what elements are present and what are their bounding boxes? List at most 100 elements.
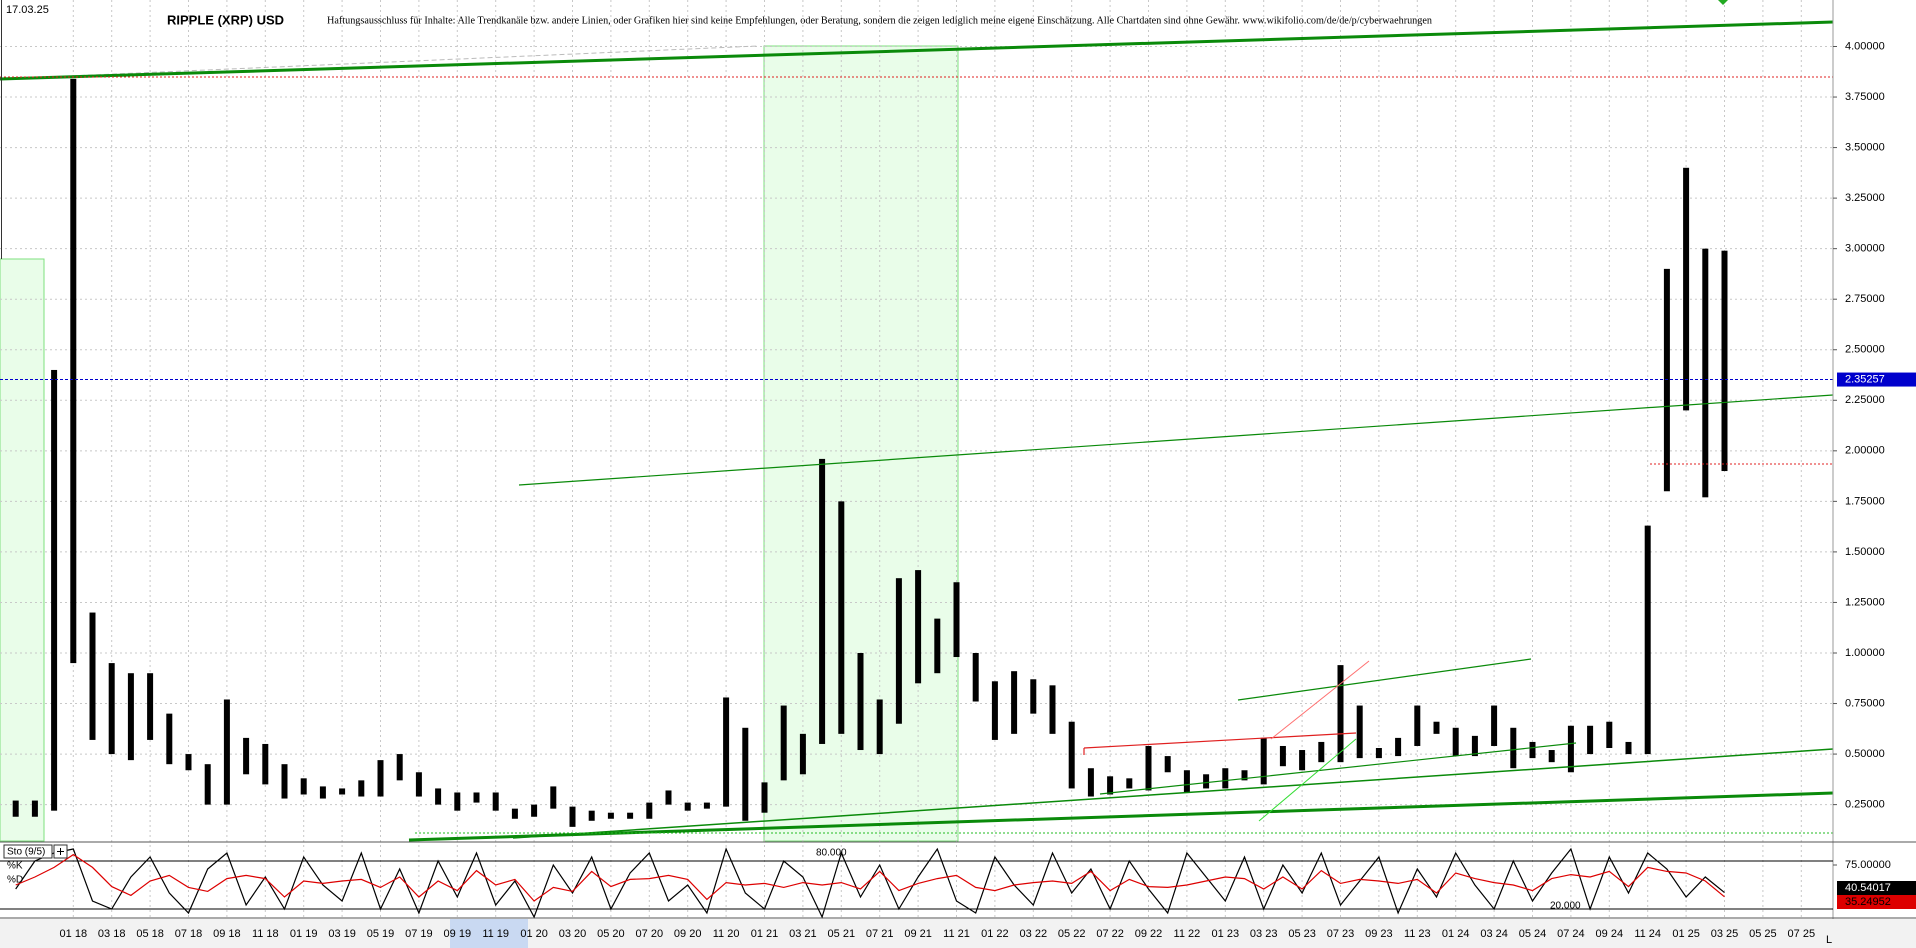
price-bar [838,501,845,734]
price-bar [89,612,96,740]
price-bar [1164,756,1171,773]
date-label: 17.03.25 [6,4,49,16]
x-tick-label: 09 22 [1135,928,1163,940]
price-bar [627,812,634,819]
y-tick-label: 0.75000 [1845,697,1885,709]
price-bar [262,743,269,785]
y-tick-label: 4.00000 [1845,40,1885,52]
x-tick-label: 03 24 [1480,928,1508,940]
x-tick-label: 03 18 [98,928,126,940]
price-bar [895,578,902,724]
x-tick-label: 11 21 [943,928,970,940]
price-bar [492,792,499,811]
price-bar [991,681,998,740]
price-bar [723,697,730,807]
price-bar [550,786,557,809]
price-bar [70,78,77,664]
price-marks [0,78,1833,827]
x-tick-label: 01 20 [520,928,548,940]
x-tick-label: 05 19 [367,928,395,940]
price-bar [1299,750,1306,771]
x-tick-label: 07 21 [866,928,894,940]
x-tick-label: 03 21 [789,928,817,940]
y-tick-label: 2.00000 [1845,445,1885,457]
x-tick-label: 07 24 [1557,928,1585,940]
price-bar [799,733,806,775]
price-bar [915,570,922,684]
time-axis-highlight [450,919,528,948]
oscillator-line [15,853,1725,902]
price-bar [1414,705,1421,746]
y-tick-label: 0.50000 [1845,748,1885,760]
price-bar [1068,721,1075,789]
legend-entry: %D [7,875,23,886]
y-tick-label: 1.75000 [1845,495,1885,507]
x-tick-label: 11 22 [1174,928,1201,940]
price-bar [435,788,442,805]
trend-line [1237,658,1532,701]
price-bar [1663,268,1670,492]
level-label: 20.000 [1550,901,1581,912]
price-bar [396,754,403,781]
price-bar [531,804,538,817]
trend-line [0,45,759,80]
price-bar [1433,721,1440,734]
price-bar [1087,768,1094,797]
price-bar [319,786,326,799]
x-tick-label: 01 22 [981,928,1009,940]
y-tick-label: 3.25000 [1845,192,1885,204]
price-bar [1491,705,1498,746]
price-bar [1337,665,1344,763]
x-tick-label: 01 23 [1212,928,1240,940]
price-bar [665,790,672,805]
x-tick-label: 05 20 [597,928,625,940]
last-value-label: 40.54017 [1845,882,1891,894]
price-bar [1587,725,1594,755]
indicator-box [3,844,53,859]
price-bar [223,699,230,805]
last-value-box [1837,895,1916,909]
price-bar [646,802,653,819]
price-bar [1625,741,1632,755]
price-bar [147,673,154,740]
trend-line [1270,660,1370,740]
price-bar [204,764,211,805]
last-value-box [1837,881,1916,895]
price-bar [1260,737,1267,785]
trend-line [518,394,1834,486]
trend-line [0,20,1834,81]
x-tick-label: 11 20 [713,928,740,940]
price-bar [1011,671,1018,734]
price-bar [473,792,480,803]
x-tick-label: 11 18 [252,928,279,940]
oscillator: 80.000 20.000 75.00000 [0,847,1891,919]
price-bar [857,652,864,751]
x-tick-label: 11 24 [1634,928,1661,940]
x-tick-label: 05 24 [1519,928,1547,940]
legend-entry: %K [7,861,23,872]
price-bar [1567,725,1574,773]
x-tick-label: 03 20 [559,928,587,940]
price-bar [1529,741,1536,759]
chart-title: RIPPLE (XRP) USD [167,12,284,27]
price-bar [1183,770,1190,793]
price-bar [281,764,288,799]
x-tick-label: 11 23 [1404,928,1431,940]
x-tick-label: 03 23 [1250,928,1278,940]
price-bar [1395,737,1402,757]
trend-line [1083,732,1357,749]
price-bar [108,663,115,755]
indicator-title: Sto (9/5) [7,847,45,858]
x-tick-label: 09 18 [213,928,241,940]
price-bar [819,458,826,744]
disclaimer: Haftungsausschluss für Inhalte: Alle Tre… [327,15,1432,26]
trend-line [1099,742,1577,795]
x-tick-label: 01 24 [1442,928,1470,940]
price-bar [358,780,365,797]
x-tick-label: 05 21 [828,928,856,940]
x-tick-label: 03 19 [328,928,356,940]
price-bar [1510,727,1517,769]
x-axis: 01 18 03 18 05 18 07 18 09 18 11 18 01 19 03 19… [60,928,1816,940]
price-bar [607,812,614,819]
x-tick-label: 05 18 [136,928,164,940]
